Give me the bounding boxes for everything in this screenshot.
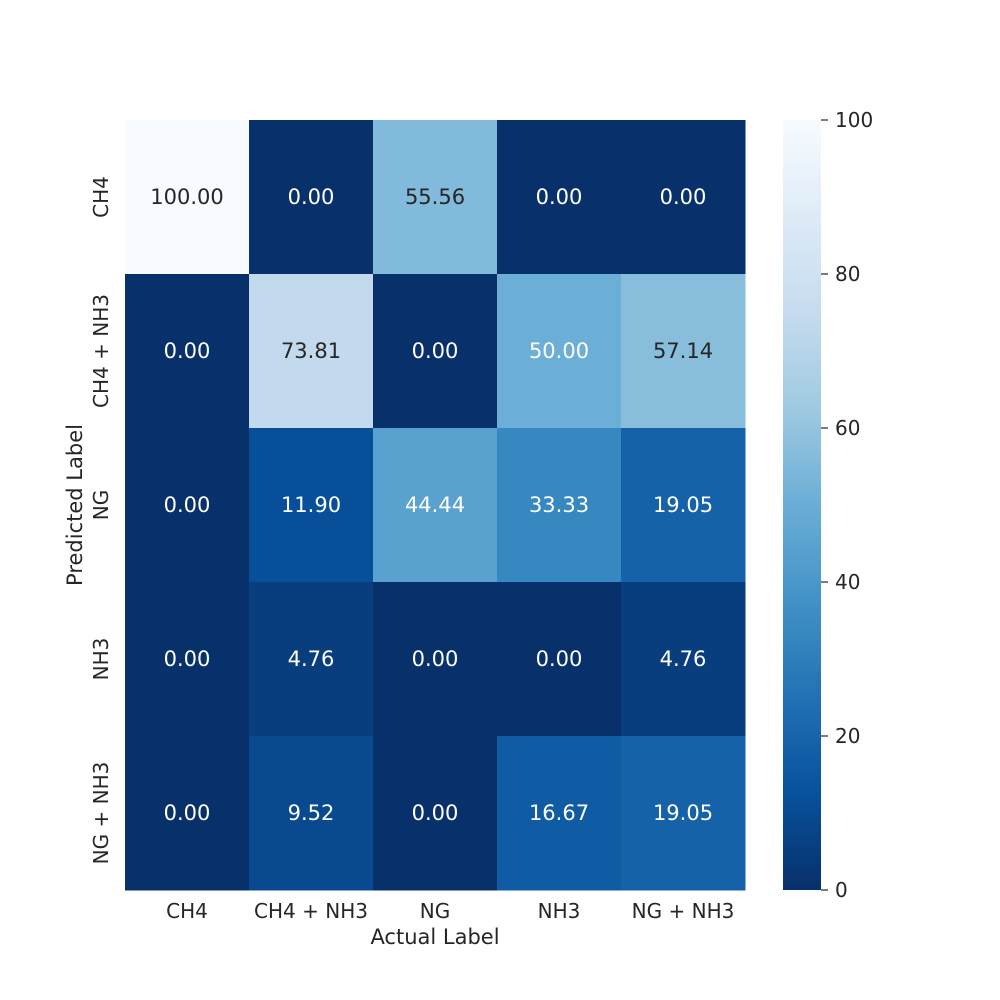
x-tick-label: NG + NH3 xyxy=(632,899,735,923)
y-axis-ticks: CH4 CH4 + NH3 NG NH3 NG + NH3 xyxy=(89,176,113,864)
heatmap-cell xyxy=(373,736,498,891)
cell-value-label: 0.00 xyxy=(164,647,211,671)
heatmap-cell xyxy=(373,428,498,583)
colorbar-tick-label: 20 xyxy=(835,724,860,748)
heatmap-cell xyxy=(125,120,250,275)
cell-value-label: 19.05 xyxy=(653,801,713,825)
cell-value-label: 0.00 xyxy=(164,493,211,517)
heatmap-cell xyxy=(249,582,374,737)
colorbar-tick-label: 100 xyxy=(835,108,873,132)
heatmap-cell xyxy=(125,736,250,891)
colorbar-tick-label: 60 xyxy=(835,416,860,440)
heatmap-cell xyxy=(497,582,622,737)
heatmap-cell xyxy=(249,120,374,275)
heatmap-cell xyxy=(621,428,746,583)
heatmap-cell xyxy=(621,120,746,275)
y-tick-label: NG + NH3 xyxy=(89,762,113,865)
cell-value-label: 50.00 xyxy=(529,339,589,363)
cell-value-label: 0.00 xyxy=(164,339,211,363)
heatmap-cell xyxy=(621,736,746,891)
cell-value-label: 0.00 xyxy=(412,339,459,363)
cell-value-label: 100.00 xyxy=(150,185,223,209)
heatmap-cell xyxy=(497,428,622,583)
heatmap-cell xyxy=(373,582,498,737)
cell-value-label: 4.76 xyxy=(288,647,335,671)
x-axis-title: Actual Label xyxy=(370,925,499,949)
cell-value-label: 0.00 xyxy=(412,647,459,671)
cell-value-label: 73.81 xyxy=(281,339,341,363)
x-tick-label: CH4 + NH3 xyxy=(254,899,368,923)
cell-value-label: 0.00 xyxy=(288,185,335,209)
heatmap-cell xyxy=(249,274,374,429)
cell-value-label: 4.76 xyxy=(660,647,707,671)
heatmap-cell xyxy=(621,582,746,737)
cell-value-label: 9.52 xyxy=(288,801,335,825)
heatmap-cell xyxy=(249,428,374,583)
x-tick-label: NH3 xyxy=(538,899,581,923)
heatmap-cell xyxy=(621,274,746,429)
cell-value-label: 57.14 xyxy=(653,339,713,363)
x-axis-ticks: CH4 CH4 + NH3 NG NH3 NG + NH3 xyxy=(166,899,734,923)
x-tick-label: NG xyxy=(420,899,450,923)
y-tick-label: NH3 xyxy=(89,638,113,681)
colorbar-tick-label: 0 xyxy=(835,878,848,902)
cell-value-label: 0.00 xyxy=(164,801,211,825)
y-tick-label: NG xyxy=(89,490,113,520)
heatmap-cell xyxy=(125,582,250,737)
y-tick-label: CH4 xyxy=(89,176,113,218)
cell-value-label: 0.00 xyxy=(660,185,707,209)
heatmap-cell xyxy=(373,120,498,275)
cell-value-label: 33.33 xyxy=(529,493,589,517)
y-axis-title: Predicted Label xyxy=(63,424,87,586)
cell-value-label: 0.00 xyxy=(536,185,583,209)
cell-value-label: 0.00 xyxy=(536,647,583,671)
cell-value-label: 44.44 xyxy=(405,493,465,517)
heatmap-cell xyxy=(373,274,498,429)
heatmap-cell xyxy=(125,274,250,429)
colorbar-tick-label: 80 xyxy=(835,262,860,286)
cell-value-label: 16.67 xyxy=(529,801,589,825)
heatmap-cell xyxy=(497,120,622,275)
colorbar-ticks: 0 20 40 60 80 100 xyxy=(821,108,873,902)
heatmap-cell xyxy=(497,736,622,891)
heatmap-cell-labels: 100.00 0.00 55.56 0.00 0.00 0.00 73.81 0.00 50.0… xyxy=(150,185,713,825)
colorbar-tick-label: 40 xyxy=(835,570,860,594)
y-tick-label: CH4 + NH3 xyxy=(89,294,113,408)
x-tick-label: CH4 xyxy=(166,899,208,923)
colorbar xyxy=(783,120,821,890)
cell-value-label: 11.90 xyxy=(281,493,341,517)
colorbar-gradient xyxy=(783,120,821,890)
heatmap-cell xyxy=(497,274,622,429)
cell-value-label: 19.05 xyxy=(653,493,713,517)
heatmap-cell xyxy=(249,736,374,891)
cell-value-label: 0.00 xyxy=(412,801,459,825)
heatmap-cells xyxy=(125,120,746,891)
cell-value-label: 55.56 xyxy=(405,185,465,209)
heatmap-cell xyxy=(125,428,250,583)
